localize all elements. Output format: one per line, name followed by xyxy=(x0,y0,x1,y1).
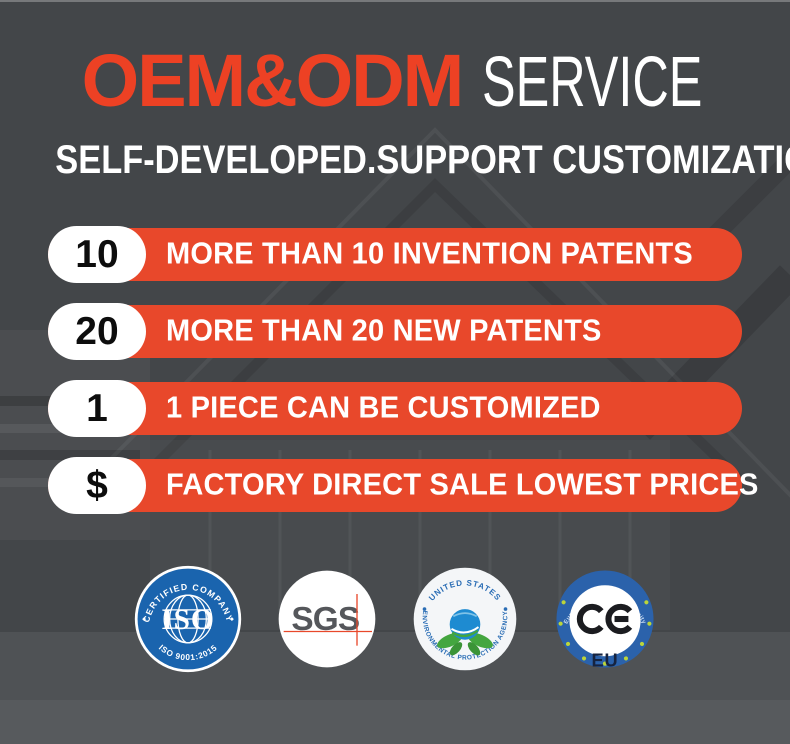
feature-row: 1 PIECE CAN BE CUSTOMIZED 1 xyxy=(48,380,742,437)
iso-globe-icon xyxy=(163,594,213,644)
feature-label: FACTORY DIRECT SALE LOWEST PRICES xyxy=(166,468,759,502)
title-service: SERVICE xyxy=(482,41,703,122)
feature-badge: $ xyxy=(48,457,146,514)
feature-pill: MORE THAN 10 INVENTION PATENTS xyxy=(48,228,742,281)
feature-label: MORE THAN 20 NEW PATENTS xyxy=(166,314,602,348)
ce-mark-icon xyxy=(576,603,633,635)
feature-badge: 10 xyxy=(48,226,146,283)
feature-pill: 1 PIECE CAN BE CUSTOMIZED xyxy=(48,382,742,435)
ce-badge-icon: European Mark Of Conformity EU xyxy=(553,567,657,671)
sgs-text: SGS xyxy=(291,601,359,638)
feature-row: MORE THAN 10 INVENTION PATENTS 10 xyxy=(48,226,742,283)
subtitle: SELF-DEVELOPED.SUPPORT CUSTOMIZATION xyxy=(55,138,790,182)
feature-pill: MORE THAN 20 NEW PATENTS xyxy=(48,305,742,358)
epa-flower-icon xyxy=(437,609,493,656)
ce-stars xyxy=(558,600,652,666)
page-title: OEM&ODM SERVICE xyxy=(0,0,790,126)
epa-badge-icon: UNITED STATES ENVIRONMENTAL PROTECTION A… xyxy=(411,565,519,673)
title-oem-odm: OEM&ODM xyxy=(81,39,465,122)
iso-center-text: ISO xyxy=(161,604,214,636)
ce-eu-text: EU xyxy=(592,651,619,671)
feature-badge: 20 xyxy=(48,303,146,360)
feature-label: MORE THAN 10 INVENTION PATENTS xyxy=(166,237,693,271)
feature-pill: FACTORY DIRECT SALE LOWEST PRICES xyxy=(48,459,758,512)
feature-label: 1 PIECE CAN BE CUSTOMIZED xyxy=(166,391,601,425)
certification-badges: ISO CERTIFIED COMPANY ISO 9001:2015 SGS xyxy=(0,564,790,674)
feature-row: MORE THAN 20 NEW PATENTS 20 xyxy=(48,303,742,360)
feature-row: FACTORY DIRECT SALE LOWEST PRICES $ xyxy=(48,457,758,514)
feature-badge: 1 xyxy=(48,380,146,437)
feature-list: MORE THAN 10 INVENTION PATENTS 10 MORE T… xyxy=(48,226,758,514)
iso-9001-badge-icon: ISO CERTIFIED COMPANY ISO 9001:2015 xyxy=(133,564,243,674)
sgs-badge-icon: SGS xyxy=(277,569,377,669)
